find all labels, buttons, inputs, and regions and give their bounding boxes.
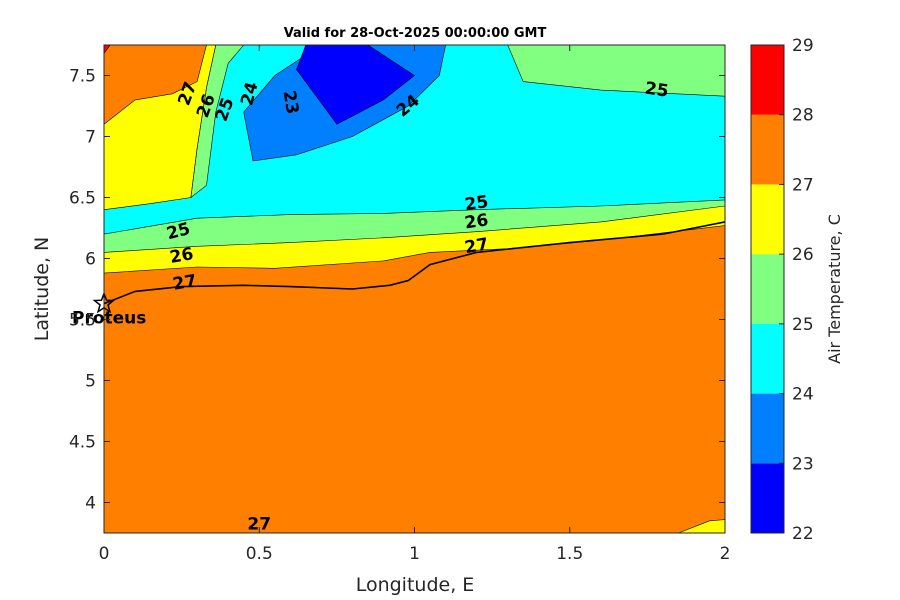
contour-label-4: 23: [278, 89, 302, 116]
x-axis-label: Longitude, E: [356, 574, 475, 596]
colorbar-tick-label-3: 25: [792, 315, 814, 335]
colorbar-tick-label-2: 24: [792, 385, 814, 405]
contour-label-12: 27: [463, 234, 490, 258]
temperature-band-27-28-6: [104, 45, 207, 125]
temperature-band-25-26-9: [507, 45, 725, 97]
contour-label-13: 27: [247, 514, 271, 534]
y-tick-label-6: 7: [85, 128, 96, 148]
colorbar-swatch-28: [751, 45, 784, 115]
contour-label-10: 25: [463, 192, 489, 215]
y-tick-label-2: 5: [85, 372, 96, 392]
y-tick-label-4: 6: [85, 250, 96, 270]
colorbar-swatch-26: [751, 184, 784, 255]
colorbar-tick-label-0: 22: [792, 524, 814, 544]
colorbar-swatch-25: [751, 254, 784, 324]
y-axis-ticks: 4 4.5 5 5.5 6 6.5 7 7.5: [69, 67, 725, 514]
y-tick-label-3: 5.5: [69, 311, 96, 331]
colorbar-tick-label-1: 23: [792, 454, 814, 474]
contour-label-8: 26: [168, 244, 195, 268]
x-tick-label-0: 0: [99, 544, 110, 564]
colorbar-frame: [750, 44, 785, 534]
contour-label-6: 25: [644, 79, 670, 102]
y-tick-label-1: 4.5: [69, 433, 96, 453]
coastline-line: [104, 221, 725, 305]
colorbar-swatch-22: [751, 463, 784, 533]
temperature-band-27-28-0: [104, 185, 725, 533]
x-tick-label-2: 1: [409, 544, 420, 564]
colorbar-swatch-24: [751, 323, 784, 394]
temperature-band-24-25-3: [104, 45, 725, 235]
x-axis-ticks: 0 0.5 1 1.5 2: [99, 45, 731, 564]
temperature-band-26-27-10: [678, 519, 725, 533]
chart-title: Valid for 28-Oct-2025 00:00:00 GMT: [284, 26, 547, 41]
colorbar-tick-label-7: 29: [792, 36, 814, 56]
x-tick-label-3: 1.5: [556, 544, 583, 564]
colorbar-tick-label-6: 28: [792, 106, 814, 126]
temperature-band-25-26-5: [190, 45, 245, 199]
y-tick-label-5: 6.5: [69, 189, 96, 209]
x-tick-label-1: 0.5: [246, 544, 273, 564]
temperature-band-28-29-11: [104, 45, 111, 55]
x-tick-label-4: 2: [720, 544, 731, 564]
y-tick-label-7: 7.5: [69, 67, 96, 87]
y-axis-label: Latitude, N: [31, 237, 53, 342]
y-tick-label-0: 4: [85, 494, 96, 514]
temperature-band-22-23-8: [296, 45, 416, 125]
colorbar-tick-label-5: 27: [792, 175, 814, 195]
temperature-bands: [104, 45, 725, 533]
colorbar-swatch-23: [751, 393, 784, 464]
contour-label-11: 26: [463, 210, 489, 233]
coastline: [104, 221, 725, 305]
station-label: Proteus: [72, 309, 146, 329]
colorbar: 22 23 24 25 26 27 28 29: [750, 36, 814, 544]
colorbar-tick-label-4: 26: [792, 245, 814, 265]
colorbar-swatch-27: [751, 114, 784, 185]
contour-label-9: 27: [171, 271, 198, 295]
colorbar-label: Air Temperature, C: [825, 214, 844, 364]
